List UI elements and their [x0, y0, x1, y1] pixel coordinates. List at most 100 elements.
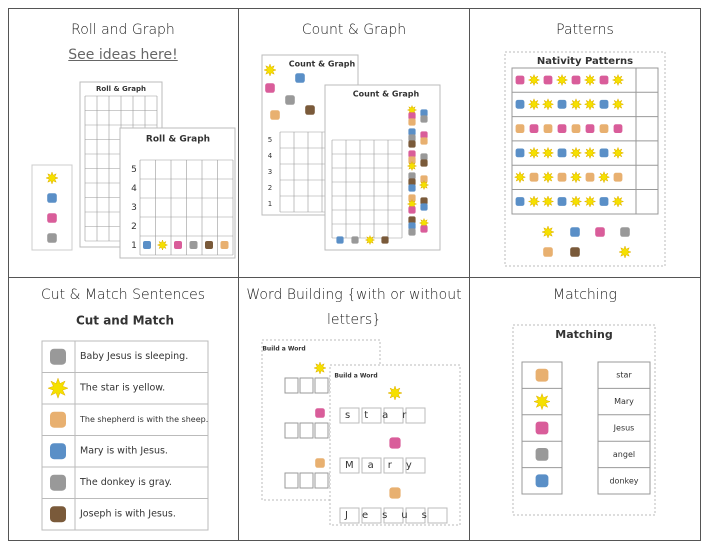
picture-icon: [408, 178, 416, 186]
row-number: 2: [268, 184, 272, 192]
picture-icon: [389, 437, 401, 449]
letter-box: [339, 457, 360, 474]
picture-icon: [205, 241, 213, 249]
picture-icon: [599, 197, 609, 206]
letter-box: [299, 422, 314, 439]
picture-icon: [220, 241, 229, 249]
picture-icon: [420, 137, 428, 145]
picture-icon: [47, 233, 57, 243]
star-icon: [583, 146, 597, 160]
letter-box: [339, 407, 360, 424]
picture-icon: [599, 75, 609, 85]
star-icon: [406, 160, 418, 172]
picture-icon: [529, 172, 539, 182]
picture-icon: [305, 105, 315, 115]
picture-icon: [408, 184, 416, 192]
sentence: Mary is with Jesus.: [80, 446, 168, 457]
star-icon: [569, 98, 583, 111]
picture-icon: [420, 131, 428, 139]
picture-icon: [599, 148, 609, 158]
star-icon: [541, 170, 555, 184]
letter-box: [314, 422, 329, 439]
star-icon: [611, 73, 625, 87]
match-word: star: [616, 371, 632, 380]
letter-box: [361, 457, 382, 474]
row-number: 1: [268, 200, 272, 208]
match-word: Jesus: [613, 424, 635, 433]
row-number: 4: [268, 152, 273, 160]
picture-icon: [571, 124, 581, 133]
picture-icon: [557, 99, 567, 109]
picture-icon: [557, 197, 567, 206]
picture-icon: [315, 458, 325, 468]
star-icon: [263, 63, 277, 77]
table-border: [8, 8, 701, 541]
picture-icon: [420, 225, 428, 233]
worksheet-heading: Matching: [555, 328, 612, 341]
picture-icon: [613, 172, 623, 182]
picture-icon: [620, 227, 630, 237]
worksheet-heading: Build a Word: [262, 346, 305, 353]
picture-icon: [529, 124, 539, 133]
star-icon: [527, 98, 541, 111]
letter-tiles: Mary: [345, 460, 426, 471]
picture-icon: [571, 75, 581, 85]
cell-title: Patterns: [556, 22, 614, 38]
letter-box: [405, 507, 426, 524]
letter-box: [361, 407, 382, 424]
picture-icon: [315, 408, 325, 418]
picture-icon: [515, 99, 525, 109]
letter-box: [405, 407, 426, 424]
picture-icon: [381, 236, 389, 244]
picture-icon: [535, 448, 549, 461]
star-icon: [583, 98, 597, 111]
picture-icon: [351, 236, 359, 244]
star-icon: [527, 195, 541, 208]
picture-icon: [408, 128, 416, 136]
star-icon: [555, 73, 569, 87]
letter-box: [383, 457, 404, 474]
ideas-link[interactable]: See ideas here!: [68, 47, 178, 63]
cell-title: Roll and Graph: [71, 22, 175, 38]
star-icon: [611, 195, 625, 208]
cell-title: Count & Graph: [301, 22, 407, 38]
picture-icon: [408, 206, 416, 214]
star-icon: [597, 170, 611, 184]
star-icon: [387, 385, 403, 401]
picture-icon: [599, 99, 609, 109]
picture-icon: [515, 124, 525, 133]
worksheet-heading: Nativity Patterns: [537, 56, 633, 67]
star-icon: [611, 98, 625, 111]
picture-icon: [420, 175, 428, 183]
picture-icon: [270, 110, 280, 120]
picture-icon: [557, 148, 567, 158]
letter-box: [314, 472, 329, 489]
picture-icon: [189, 241, 198, 249]
star-icon: [541, 98, 555, 111]
row-number: 2: [131, 222, 137, 232]
row-number: 3: [268, 168, 272, 176]
picture-icon: [408, 228, 416, 236]
picture-icon: [613, 124, 623, 133]
letter-box: [284, 422, 299, 439]
picture-icon: [570, 227, 580, 237]
letter-box: [383, 407, 404, 424]
row-number: 4: [131, 184, 137, 194]
picture-column: [521, 361, 563, 495]
letter-box: [383, 507, 404, 524]
worksheet-heading: Cut and Match: [76, 314, 174, 328]
worksheet: [119, 127, 236, 259]
letter-box: [339, 507, 360, 524]
worksheet-heading: Build a Word: [334, 373, 377, 380]
star-icon: [47, 377, 69, 399]
worksheet-heading: Roll & Graph: [96, 85, 146, 93]
star-icon: [527, 73, 541, 87]
sentence: The donkey is gray.: [79, 477, 172, 488]
picture-icon: [336, 236, 344, 244]
picture-icon: [265, 83, 275, 93]
row-number: 5: [268, 136, 272, 144]
picture-icon: [420, 153, 428, 161]
picture-icon: [420, 197, 428, 205]
sentence: The shepherd is with the sheep.: [79, 415, 208, 424]
star-icon: [45, 171, 59, 185]
